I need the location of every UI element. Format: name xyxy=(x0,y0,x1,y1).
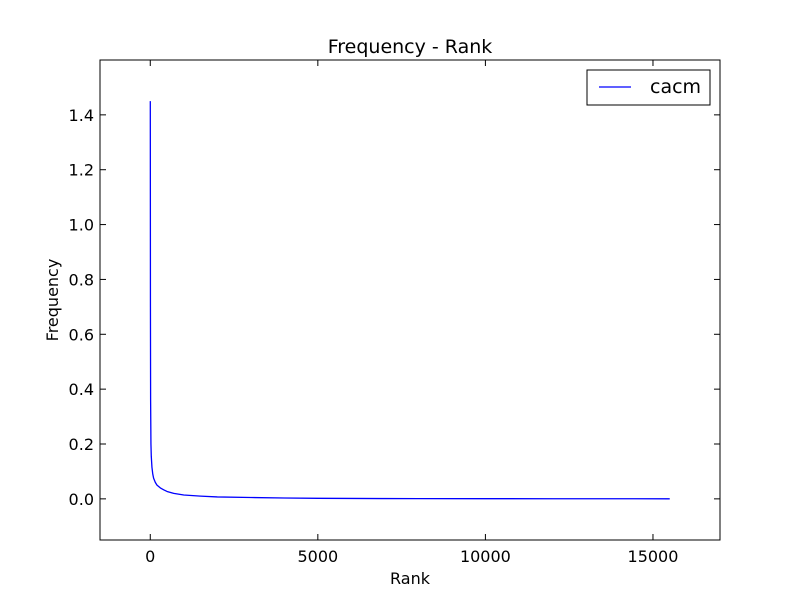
y-tick-label: 1.4 xyxy=(69,106,94,125)
legend: cacm xyxy=(586,69,711,106)
plot-frame xyxy=(99,59,721,541)
series-line-cacm xyxy=(149,101,670,500)
y-tick-label: 0.0 xyxy=(69,490,94,509)
axis-ticks: 0 5000 10000 15000 0.0 0.2 0.4 0.6 0.8 1.0 1.2 1.4 xyxy=(69,60,720,566)
x-tick-label: 0 xyxy=(145,547,155,566)
x-tick-label: 10000 xyxy=(460,547,511,566)
y-tick-label: 0.6 xyxy=(69,325,94,344)
x-tick-label: 5000 xyxy=(297,547,338,566)
x-axis-title: Rank xyxy=(390,569,431,588)
chart-title: Frequency - Rank xyxy=(328,36,493,58)
y-tick-label: 0.2 xyxy=(69,435,94,454)
y-tick-label: 0.4 xyxy=(69,380,94,399)
series-layer xyxy=(149,101,670,500)
y-tick-label: 1.2 xyxy=(69,161,94,180)
y-tick-label: 1.0 xyxy=(69,216,94,235)
y-axis-title: Frequency xyxy=(43,259,62,342)
legend-label-cacm: cacm xyxy=(650,76,701,98)
y-tick-label: 0.8 xyxy=(69,270,94,289)
x-tick-label: 15000 xyxy=(628,547,679,566)
